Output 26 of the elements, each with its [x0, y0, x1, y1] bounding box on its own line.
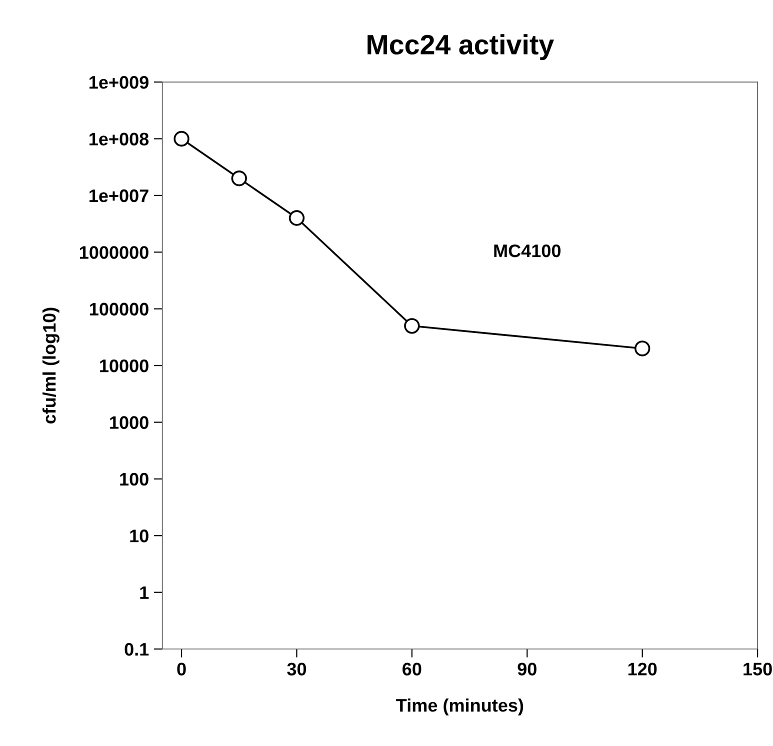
y-tick-label: 1e+008 — [90, 132, 149, 146]
text: MC4100 — [494, 244, 561, 258]
point — [231, 170, 247, 186]
x-tick-label: 150 — [744, 662, 772, 676]
x-axis-title: Time (minutes) — [396, 698, 524, 716]
point — [288, 210, 305, 226]
chart-title: Mcc24 activity — [368, 34, 554, 60]
x-tick-label: 120 — [628, 662, 657, 676]
y-tick-label: 100 — [120, 472, 148, 486]
y-tick-label: 10000 — [100, 359, 148, 372]
y-tick-label: 1000000 — [80, 246, 148, 259]
x-tick-label: 90 — [518, 662, 536, 676]
y-tick-label: 1 — [140, 586, 149, 599]
y-tick-label: 100000 — [90, 302, 148, 316]
point — [404, 318, 420, 334]
point — [174, 130, 190, 147]
y-axis-title: cfu/ml (log10) — [42, 308, 60, 424]
y-tick-label: 1e+007 — [90, 189, 148, 202]
x-tick-label: 0 — [177, 662, 186, 676]
point — [634, 340, 650, 356]
y-tick-label: 1e+009 — [90, 76, 148, 89]
y-tick-label: 0.1 — [124, 642, 149, 656]
y-tick-label: 10 — [130, 530, 148, 542]
x-tick-label: 30 — [287, 662, 306, 676]
x-tick-label: 60 — [402, 662, 422, 676]
y-tick-label: 1000 — [110, 416, 148, 429]
